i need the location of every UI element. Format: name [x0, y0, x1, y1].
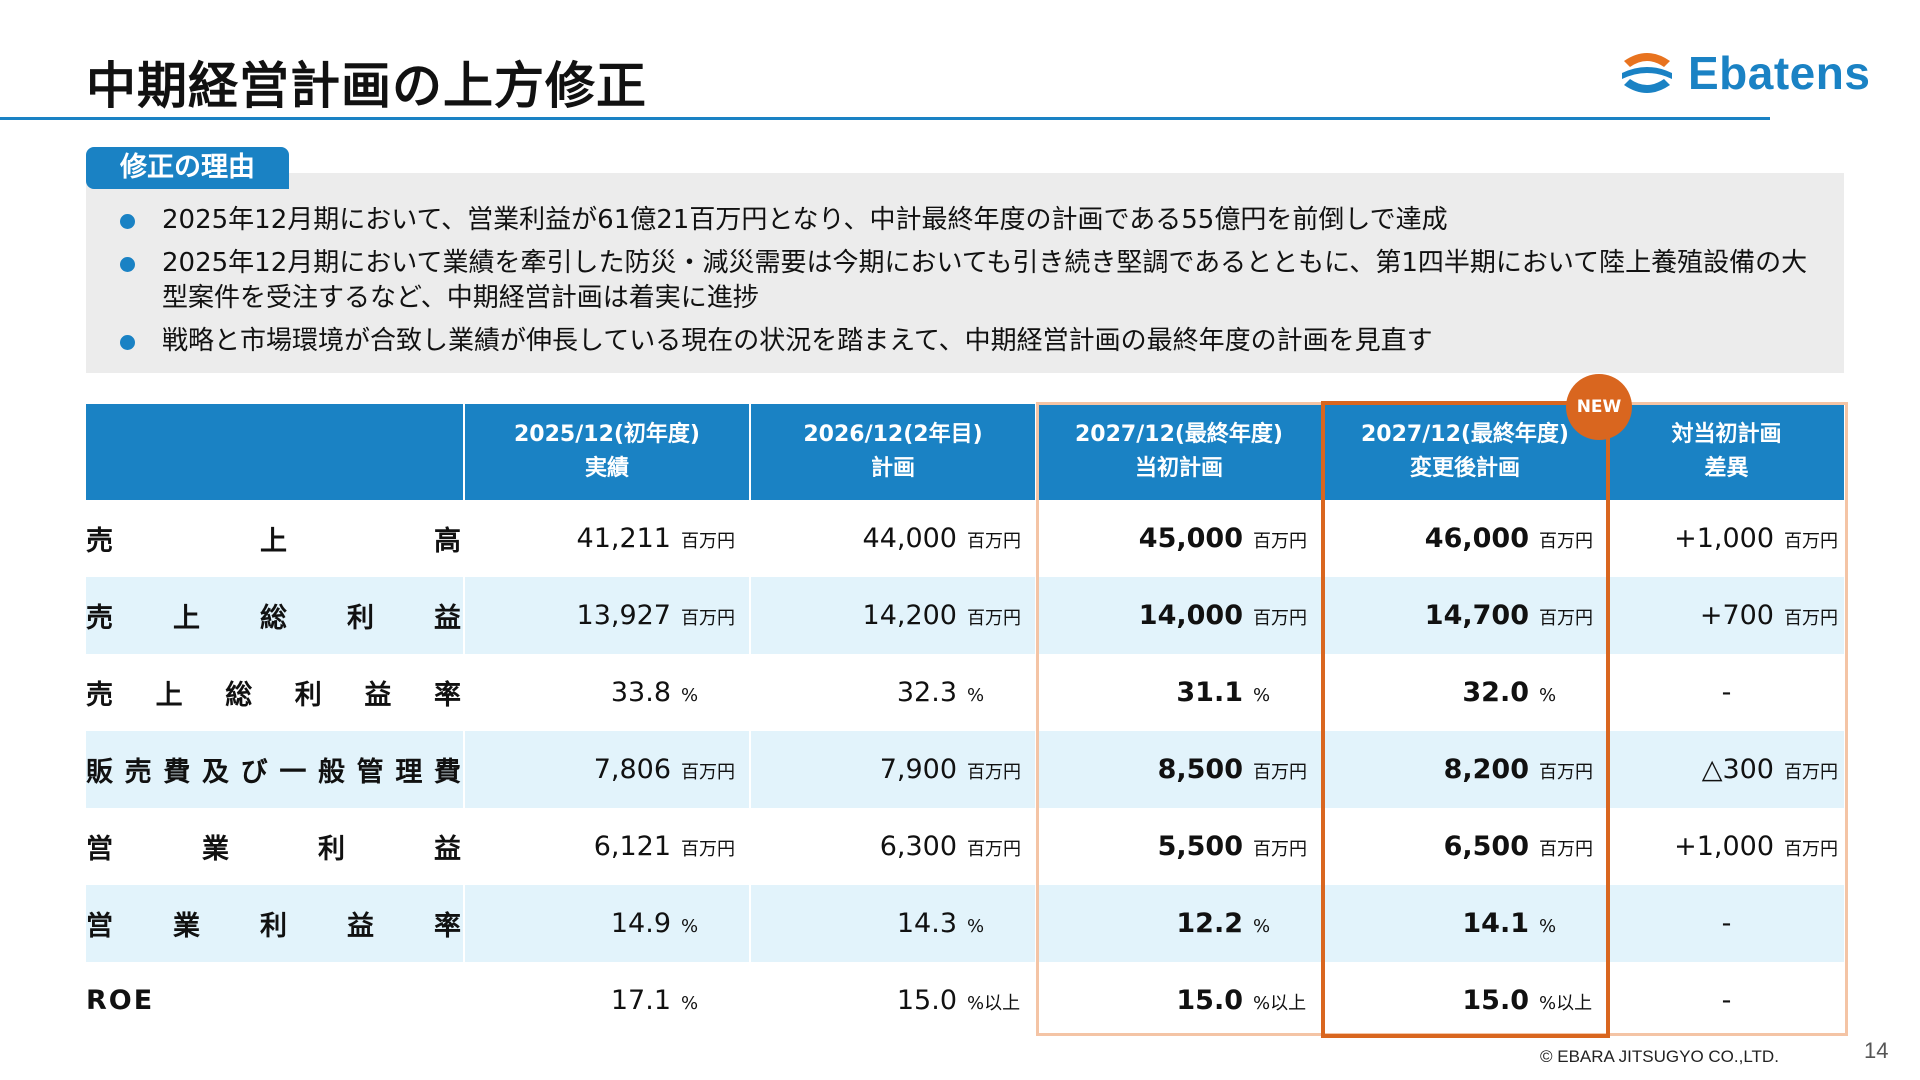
- cell-value: 32.0%: [1322, 654, 1609, 731]
- cell-value: 14.1%: [1322, 885, 1609, 962]
- cell-value: 31.1%: [1036, 654, 1323, 731]
- cell-value: 41,211 百万円: [464, 500, 751, 577]
- table-row: 営業利益 6,121 百万円 6,300 百万円 5,500 百万円 6,500 百万円…: [86, 808, 1844, 885]
- cell-diff: △300 百万円: [1608, 731, 1844, 808]
- cell-value: 8,500 百万円: [1036, 731, 1323, 808]
- row-label: 売上総利益率: [86, 654, 465, 731]
- cell-value: 5,500 百万円: [1036, 808, 1323, 885]
- cell-value: 14.3%: [750, 885, 1037, 962]
- reasons-tag: 修正の理由: [86, 147, 289, 189]
- cell-value: 15.0 %以上: [1322, 962, 1609, 1039]
- copyright-notice: © EBARA JITSUGYO CO.,LTD.: [1540, 1047, 1779, 1066]
- header-col-fy2027-revised: 2027/12(最終年度) 変更後計画: [1322, 404, 1609, 500]
- cell-value: 15.0 %以上: [1036, 962, 1323, 1039]
- cell-value: 14,200 百万円: [750, 577, 1037, 654]
- ebatens-logo-icon: [1622, 53, 1672, 93]
- cell-value: 32.3%: [750, 654, 1037, 731]
- table-row: 売上高 41,211 百万円 44,000 百万円 45,000 百万円 46,000…: [86, 500, 1844, 577]
- new-badge: NEW: [1566, 374, 1632, 440]
- table-row: ROE 17.1% 15.0 %以上 15.0 %以上 15.0 %以上 -: [86, 962, 1844, 1039]
- cell-diff: -: [1608, 885, 1844, 962]
- logo-wordmark: Ebatens: [1688, 47, 1871, 99]
- cell-value: 45,000 百万円: [1036, 500, 1323, 577]
- cell-value: 6,300 百万円: [750, 808, 1037, 885]
- reasons-panel: 2025年12月期において、営業利益が61億21百万円となり、中計最終年度の計画…: [86, 173, 1844, 373]
- table-header-row: 2025/12(初年度) 実績 2026/12(2年目) 計画 2027/12(最終…: [86, 404, 1844, 500]
- cell-value: 15.0 %以上: [750, 962, 1037, 1039]
- reason-list: 2025年12月期において、営業利益が61億21百万円となり、中計最終年度の計画…: [120, 203, 1820, 367]
- reason-item: 2025年12月期において、営業利益が61億21百万円となり、中計最終年度の計画…: [120, 203, 1820, 238]
- cell-value: 46,000 百万円: [1322, 500, 1609, 577]
- cell-diff: +700 百万円: [1608, 577, 1844, 654]
- table-row: 営業利益率 14.9% 14.3% 12.2% 14.1% -: [86, 885, 1844, 962]
- header-blank: [86, 404, 465, 500]
- cell-value: 17.1%: [464, 962, 751, 1039]
- table-row: 売上総利益 13,927 百万円 14,200 百万円 14,000 百万円 14,7…: [86, 577, 1844, 654]
- cell-value: 14,000 百万円: [1036, 577, 1323, 654]
- cell-value: 6,121 百万円: [464, 808, 751, 885]
- reason-item: 2025年12月期において業績を牽引した防災・減災需要は今期においても引き続き堅…: [120, 246, 1820, 316]
- cell-diff: -: [1608, 654, 1844, 731]
- header-col-difference: 対当初計画 差異: [1608, 404, 1844, 500]
- row-label: 売上総利益: [86, 577, 465, 654]
- cell-value: 44,000 百万円: [750, 500, 1037, 577]
- header-col-fy2027-original: 2027/12(最終年度) 当初計画: [1036, 404, 1323, 500]
- table-row: 販売費及び一般管理費 7,806 百万円 7,900 百万円 8,500 百万円 8,…: [86, 731, 1844, 808]
- company-logo: Ebatens: [1618, 46, 1870, 100]
- cell-diff: +1,000 百万円: [1608, 500, 1844, 577]
- cell-value: 7,806 百万円: [464, 731, 751, 808]
- cell-value: 6,500 百万円: [1322, 808, 1609, 885]
- cell-value: 8,200 百万円: [1322, 731, 1609, 808]
- cell-value: 7,900 百万円: [750, 731, 1037, 808]
- row-label: 販売費及び一般管理費: [86, 731, 465, 808]
- table-row: 売上総利益率 33.8% 32.3% 31.1% 32.0% -: [86, 654, 1844, 731]
- row-label: 売上高: [86, 500, 465, 577]
- row-label: 営業利益: [86, 808, 465, 885]
- cell-value: 14.9%: [464, 885, 751, 962]
- cell-value: 12.2%: [1036, 885, 1323, 962]
- cell-value: 33.8%: [464, 654, 751, 731]
- reason-item: 戦略と市場環境が合致し業績が伸長している現在の状況を踏まえて、中期経営計画の最終…: [120, 324, 1820, 359]
- plan-table: 2025/12(初年度) 実績 2026/12(2年目) 計画 2027/12(最終…: [86, 404, 1844, 1039]
- cell-diff: +1,000 百万円: [1608, 808, 1844, 885]
- cell-value: 13,927 百万円: [464, 577, 751, 654]
- page-number: 14: [1864, 1038, 1889, 1063]
- cell-diff: -: [1608, 962, 1844, 1039]
- header-col-fy2026: 2026/12(2年目) 計画: [750, 404, 1037, 500]
- page-title: 中期経営計画の上方修正: [86, 57, 647, 115]
- header-col-fy2025: 2025/12(初年度) 実績: [464, 404, 751, 500]
- cell-value: 14,700 百万円: [1322, 577, 1609, 654]
- row-label: ROE: [86, 962, 465, 1039]
- row-label: 営業利益率: [86, 885, 465, 962]
- title-divider: [0, 117, 1770, 120]
